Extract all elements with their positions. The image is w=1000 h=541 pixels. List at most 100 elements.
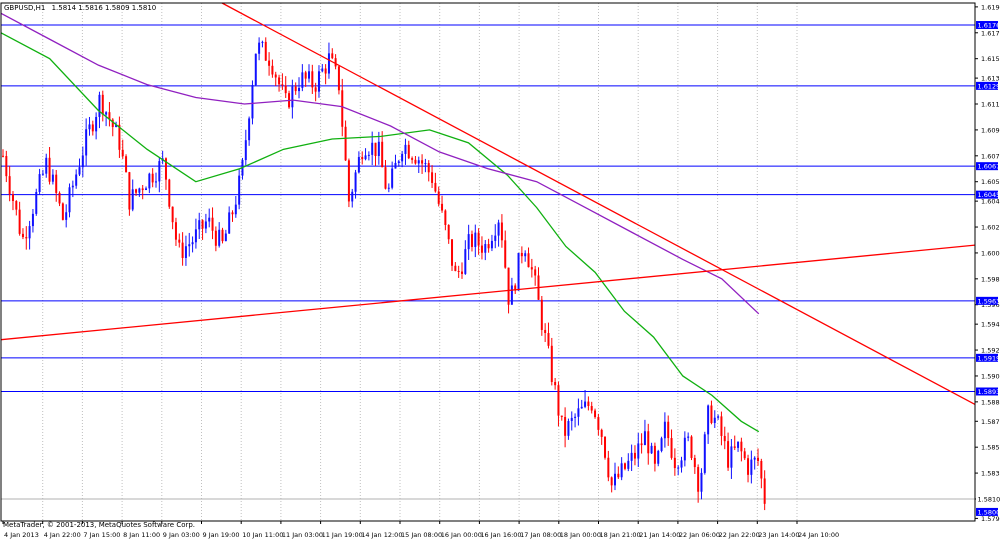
candle-body — [544, 329, 547, 333]
candle-body — [484, 244, 487, 253]
candle-body — [101, 94, 104, 115]
candle-body — [650, 445, 653, 454]
candle-body — [623, 463, 626, 469]
level-price-tag-bg — [976, 81, 998, 90]
candle-body — [354, 172, 357, 192]
y-tick-label: 1.6040 — [981, 198, 1000, 206]
moving-average-fast — [0, 32, 760, 433]
candle-body — [640, 443, 643, 446]
candle-body — [111, 119, 114, 128]
current-price-tag: 1.5810 — [978, 495, 1000, 503]
level-price-tag: 1.6176 — [978, 22, 1000, 30]
price-axis: 1.6190 1.6170 1.6150 1.6135 1.6115 1.6095 1.60… — [975, 3, 1000, 523]
candle-body — [607, 457, 610, 478]
candle-body — [188, 244, 191, 247]
candle-body — [753, 457, 756, 460]
candle-body — [454, 265, 457, 271]
candle-body — [577, 408, 580, 417]
candle-body — [727, 441, 730, 468]
trendline-support[interactable] — [0, 244, 976, 341]
x-tick-label: 17 Jan 08:00 — [520, 531, 561, 539]
x-tick-label: 18 Jan 00:00 — [560, 531, 601, 539]
y-tick-label: 1.5980 — [981, 275, 1000, 283]
candle-body — [394, 162, 397, 169]
candle-body — [747, 458, 750, 475]
candle-body — [15, 201, 18, 210]
candle-body — [660, 438, 663, 451]
y-tick-label: 1.6115 — [981, 101, 1000, 109]
candle-body — [334, 58, 337, 67]
candle-body — [317, 71, 320, 92]
candle-body — [444, 210, 447, 225]
x-tick-label: 18 Jan 21:00 — [600, 531, 641, 539]
candle-body — [407, 144, 410, 159]
candle-body — [171, 206, 174, 223]
candle-body — [135, 189, 138, 193]
candle-body — [25, 237, 28, 239]
candle-body — [587, 401, 590, 407]
candle-body — [687, 436, 690, 438]
x-tick-label: 16 Jan 16:00 — [480, 531, 521, 539]
candle-body — [307, 71, 310, 79]
candle-body — [201, 220, 204, 229]
candle-body — [670, 438, 673, 458]
candle-body — [264, 41, 267, 61]
candle-body — [710, 405, 713, 423]
candle-body — [198, 220, 201, 230]
candle-body — [254, 53, 257, 86]
candle-body — [224, 233, 227, 242]
x-tick-label: 22 Jan 22:00 — [719, 531, 760, 539]
candle-body — [194, 229, 197, 243]
trendlines[interactable] — [0, 2, 976, 406]
level-price-tag: 1.6129 — [978, 82, 1000, 90]
candle-body — [95, 116, 98, 132]
x-tick-label: 11 Jan 03:00 — [282, 531, 323, 539]
candle-body — [168, 179, 171, 207]
candle-body — [314, 87, 317, 92]
candle-body — [421, 160, 424, 164]
candle-body — [663, 421, 666, 439]
low-price-tag: 1.5800 — [978, 508, 1000, 516]
time-axis: 4 Jan 2013 4 Jan 22:00 7 Jan 15:00 8 Jan 11… — [2, 521, 839, 539]
candle-body — [45, 157, 48, 174]
candle-body — [690, 436, 693, 458]
candle-body — [115, 124, 118, 128]
y-tick-label: 1.6135 — [981, 75, 1000, 83]
candle-body — [75, 174, 78, 186]
y-tick-label: 1.5850 — [981, 444, 1000, 452]
candle-body — [65, 212, 68, 220]
candle-body — [517, 252, 520, 291]
candle-body — [723, 435, 726, 442]
y-tick-label: 1.5795 — [981, 515, 1000, 523]
candle-body — [48, 157, 51, 182]
candle-body — [411, 158, 414, 160]
y-tick-label: 1.6055 — [981, 178, 1000, 186]
candle-body — [234, 204, 237, 215]
x-tick-label: 4 Jan 2013 — [4, 531, 39, 539]
y-tick-label: 1.6170 — [981, 29, 1000, 37]
candle-body — [653, 445, 656, 464]
y-tick-label: 1.5945 — [981, 321, 1000, 329]
candle-body — [55, 174, 58, 193]
candle-body — [41, 173, 44, 175]
candle-body — [351, 191, 354, 202]
candle-body — [258, 42, 261, 54]
candle-body — [567, 421, 570, 436]
candle-body — [377, 141, 380, 156]
candle-body — [148, 173, 151, 189]
candle-body — [381, 141, 384, 168]
y-tick-label: 1.5885 — [981, 398, 1000, 406]
candle-body — [730, 446, 733, 468]
candle-body — [713, 417, 716, 423]
candle-body — [221, 229, 224, 242]
trendline-resistance[interactable] — [221, 2, 976, 406]
candle-body — [474, 232, 477, 247]
candle-body — [527, 253, 530, 268]
candle-body — [451, 239, 454, 266]
horizontal-levels[interactable] — [1, 24, 975, 500]
candle-body — [720, 416, 723, 436]
candle-body — [164, 158, 167, 180]
candle-body — [757, 457, 760, 461]
candle-body — [178, 239, 181, 243]
